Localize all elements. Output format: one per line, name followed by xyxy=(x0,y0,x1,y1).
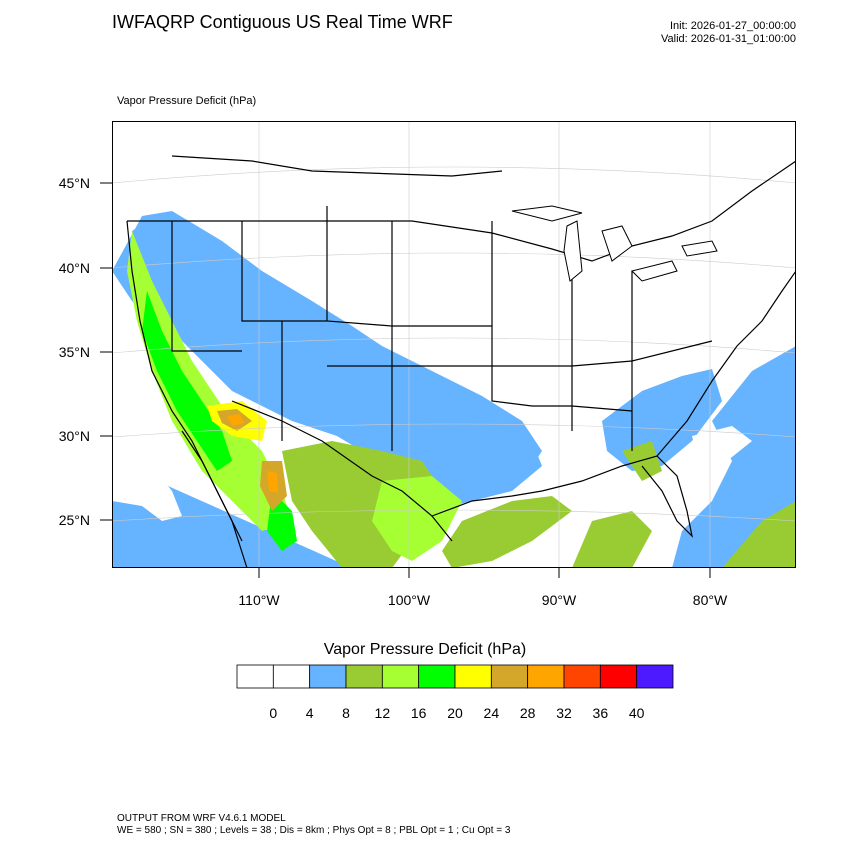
colorbar-swatch xyxy=(563,664,601,689)
colorbar-label: 4 xyxy=(305,705,314,721)
footer-config: WE = 580 ; SN = 380 ; Levels = 38 ; Dis … xyxy=(117,825,511,836)
lon-label-80: 80°W xyxy=(692,592,728,608)
colorbar-label: 36 xyxy=(592,705,609,721)
lat-label-40: 40°N xyxy=(58,260,90,276)
colorbar-swatch xyxy=(599,664,638,689)
colorbar-label: 16 xyxy=(410,705,427,721)
colorbar-label: 12 xyxy=(374,705,391,721)
great-lakes xyxy=(511,205,718,282)
colorbar-label: 28 xyxy=(519,705,536,721)
footer-model: OUTPUT FROM WRF V4.6.1 MODEL xyxy=(117,813,286,824)
colorbar-label: 0 xyxy=(269,705,278,721)
colorbar-swatch xyxy=(636,664,674,689)
colorbar-swatch xyxy=(345,664,383,689)
lat-label-45: 45°N xyxy=(58,175,90,191)
colorbar xyxy=(236,664,674,689)
colorbar-label: 32 xyxy=(556,705,572,721)
lon-label-90: 90°W xyxy=(541,592,577,608)
lat-label-35: 35°N xyxy=(58,344,90,360)
vpd-shading-28 xyxy=(207,401,287,511)
init-time: Init: 2026-01-27_00:00:00 xyxy=(670,20,796,32)
vpd-shading-16 xyxy=(127,231,462,561)
vpd-map xyxy=(112,121,796,568)
colorbar-swatch xyxy=(454,664,492,689)
lat-label-25: 25°N xyxy=(58,512,90,528)
lon-ticks xyxy=(258,568,711,578)
colorbar-label: 8 xyxy=(342,705,350,721)
colorbar-swatch xyxy=(418,664,456,689)
colorbar-swatch xyxy=(527,664,565,689)
colorbar-label: 40 xyxy=(628,705,645,721)
colorbar-swatch xyxy=(490,664,529,689)
graticule xyxy=(112,121,796,568)
colorbar-swatch xyxy=(309,664,347,689)
lat-ticks xyxy=(100,182,112,521)
map-frame xyxy=(112,121,796,568)
colorbar-title: Vapor Pressure Deficit (hPa) xyxy=(323,641,527,658)
lon-label-110: 110°W xyxy=(238,592,280,608)
colorbar-label: 24 xyxy=(483,705,500,721)
lon-label-100: 100°W xyxy=(387,592,431,608)
valid-time: Valid: 2026-01-31_01:00:00 xyxy=(661,33,796,45)
colorbar-swatch xyxy=(236,664,274,689)
field-label: Vapor Pressure Deficit (hPa) xyxy=(117,95,257,107)
colorbar-swatch xyxy=(272,664,311,689)
colorbar-label: 20 xyxy=(447,705,463,721)
plot-title: IWFAQRP Contiguous US Real Time WRF xyxy=(112,12,453,32)
political-boundaries xyxy=(126,155,796,568)
lat-label-30: 30°N xyxy=(58,428,90,444)
colorbar-swatch xyxy=(381,664,420,689)
